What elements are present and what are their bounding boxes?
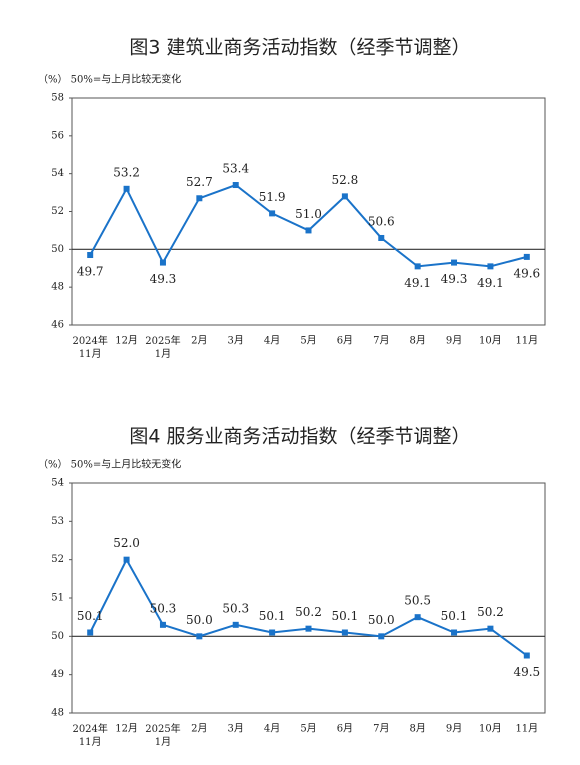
value-label: 50.1 — [332, 609, 359, 623]
value-label: 52.0 — [113, 536, 140, 550]
marker — [159, 259, 166, 266]
x-tick-label: 4月 — [264, 335, 280, 347]
plot-frame — [71, 482, 546, 714]
value-label: 49.6 — [513, 266, 540, 280]
marker — [196, 633, 203, 640]
marker — [87, 629, 94, 636]
y-tick-label: 49 — [51, 669, 64, 680]
x-tick-label: 5月 — [300, 723, 316, 735]
x-tick-label: 2月 — [191, 335, 207, 347]
y-tick-label: 56 — [51, 130, 64, 141]
y-tick-label: 48 — [51, 282, 64, 293]
value-label: 50.6 — [368, 214, 395, 228]
marker — [123, 556, 130, 563]
value-label: 49.5 — [513, 665, 540, 679]
x-tick-label: 7月 — [373, 335, 389, 347]
x-tick-label: 12月 — [115, 335, 138, 347]
value-label: 50.1 — [259, 609, 286, 623]
value-label: 52.7 — [186, 175, 213, 189]
value-label: 50.0 — [368, 613, 395, 627]
chart-title: 图3 建筑业商务活动指数（经季节调整） — [129, 37, 470, 59]
y-tick-label: 52 — [51, 206, 64, 217]
line — [89, 183, 528, 268]
value-label: 49.1 — [477, 276, 504, 290]
value-label: 50.3 — [150, 601, 177, 615]
marker — [232, 621, 239, 628]
value-label: 50.1 — [441, 609, 468, 623]
x-tick-label: 3月 — [228, 335, 244, 347]
x-tick-label: 9月 — [446, 723, 462, 735]
marker — [378, 234, 385, 241]
value-label: 53.4 — [222, 162, 249, 176]
x-tick-label: 8月 — [409, 723, 425, 735]
x-tick-label: 2025年 1月 — [145, 334, 180, 360]
y-tick-label: 51 — [51, 593, 64, 604]
value-label: 49.7 — [77, 265, 104, 279]
chart-title: 图4 服务业商务活动指数（经季节调整） — [129, 426, 470, 448]
x-tick-label: 12月 — [115, 723, 138, 735]
marker — [414, 263, 421, 270]
value-label: 50.3 — [222, 601, 249, 615]
x-tick-label: 2024年 11月 — [72, 722, 107, 748]
y-tick-label: 48 — [51, 708, 64, 719]
value-label: 49.1 — [404, 276, 431, 290]
value-label: 50.5 — [404, 594, 431, 608]
x-tick-label: 4月 — [264, 723, 280, 735]
x-tick-label: 11月 — [515, 335, 538, 347]
x-tick-label: 2025年 1月 — [145, 722, 180, 748]
subtitle: （%） 50%=与上月比较无变化 — [38, 458, 181, 471]
value-label: 50.2 — [295, 605, 322, 619]
marker — [523, 652, 530, 659]
marker — [87, 252, 94, 259]
marker — [451, 629, 458, 636]
x-tick-label: 6月 — [337, 723, 353, 735]
marker — [523, 253, 530, 260]
y-tick-label: 52 — [51, 554, 64, 565]
marker — [269, 210, 276, 217]
y-tick-label: 50 — [51, 631, 64, 642]
marker — [451, 259, 458, 266]
x-tick-label: 2月 — [191, 723, 207, 735]
value-label: 53.2 — [113, 165, 140, 179]
value-label: 49.3 — [150, 272, 177, 286]
x-tick-label: 10月 — [479, 335, 502, 347]
value-label: 51.9 — [259, 190, 286, 204]
value-label: 50.1 — [77, 609, 104, 623]
marker — [487, 263, 494, 270]
y-tick-label: 50 — [51, 244, 64, 255]
marker — [196, 195, 203, 202]
marker — [123, 185, 130, 192]
marker — [305, 625, 312, 632]
value-label: 49.3 — [441, 272, 468, 286]
y-tick-label: 54 — [51, 478, 64, 489]
y-tick-label: 58 — [51, 93, 64, 104]
marker — [232, 182, 239, 189]
marker — [159, 621, 166, 628]
marker — [341, 193, 348, 200]
marker — [269, 629, 276, 636]
y-tick-label: 54 — [51, 168, 64, 179]
x-tick-label: 6月 — [337, 335, 353, 347]
value-label: 50.0 — [186, 613, 213, 627]
marker — [305, 227, 312, 234]
y-tick-label: 53 — [51, 516, 64, 527]
marker — [487, 625, 494, 632]
x-tick-label: 2024年 11月 — [72, 334, 107, 360]
marker — [341, 629, 348, 636]
x-tick-label: 11月 — [515, 723, 538, 735]
x-tick-label: 7月 — [373, 723, 389, 735]
y-tick-label: 46 — [51, 320, 64, 331]
x-tick-label: 8月 — [409, 335, 425, 347]
value-label: 51.0 — [295, 207, 322, 221]
x-tick-label: 9月 — [446, 335, 462, 347]
x-tick-label: 10月 — [479, 723, 502, 735]
x-tick-label: 3月 — [228, 723, 244, 735]
value-label: 52.8 — [332, 173, 359, 187]
marker — [378, 633, 385, 640]
x-tick-label: 5月 — [300, 335, 316, 347]
marker — [414, 614, 421, 621]
subtitle: （%） 50%=与上月比较无变化 — [38, 73, 181, 86]
value-label: 50.2 — [477, 605, 504, 619]
